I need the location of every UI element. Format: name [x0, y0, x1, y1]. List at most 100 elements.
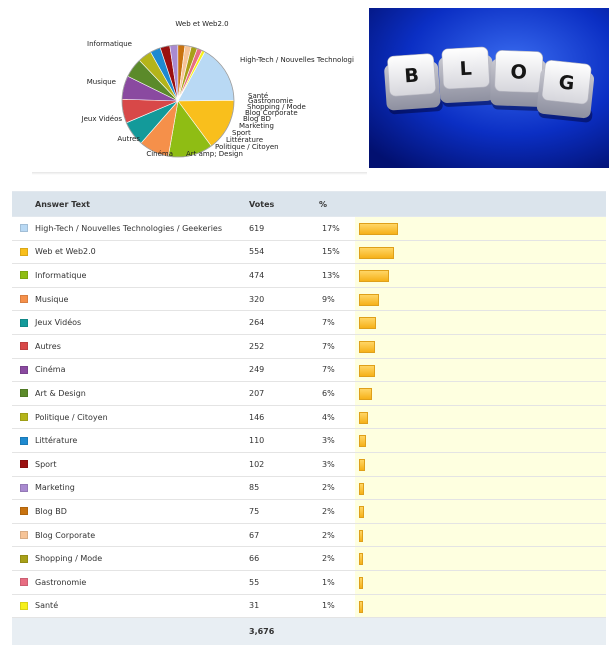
swatch-cell: [12, 381, 35, 406]
bar-cell: [355, 240, 606, 265]
color-swatch: [19, 601, 28, 610]
vote-count: 55: [247, 570, 294, 595]
vote-count: 554: [247, 240, 294, 265]
key-letter: B: [404, 64, 420, 87]
vote-percent: 3%: [294, 452, 355, 477]
swatch-cell: [12, 594, 35, 619]
vote-percent: 2%: [294, 523, 355, 548]
vote-bar: [359, 482, 364, 495]
pie-label: Musique: [87, 78, 116, 86]
color-swatch: [19, 507, 28, 516]
vote-count: 264: [247, 310, 294, 335]
key-g: G: [536, 60, 595, 123]
vote-bar: [359, 388, 372, 401]
key-letter: O: [510, 60, 527, 84]
table-row: Web et Web2.0 554 15%: [12, 240, 606, 265]
answer-text: Blog Corporate: [35, 523, 247, 548]
vote-percent: 2%: [294, 499, 355, 524]
vote-percent: 2%: [294, 476, 355, 501]
results-table: Answer Text Votes % High-Tech / Nouvelle…: [12, 191, 606, 645]
pie-labels: High-Tech / Nouvelles Technologi Web et W…: [81, 20, 354, 158]
table-row: Shopping / Mode 66 2%: [12, 546, 606, 571]
vote-bar: [359, 576, 363, 589]
answer-text: Marketing: [35, 476, 247, 501]
vote-bar: [359, 246, 394, 259]
bar-cell: [355, 405, 606, 430]
pie-label: Littérature: [226, 136, 263, 144]
color-swatch: [19, 460, 28, 469]
vote-count: 249: [247, 358, 294, 383]
bar-cell: [355, 263, 606, 288]
header-answer-text: Answer Text: [35, 191, 247, 217]
key-b: B: [384, 53, 443, 115]
table-row: Blog BD 75 2%: [12, 499, 606, 524]
vote-count: 66: [247, 546, 294, 571]
vote-count: 67: [247, 523, 294, 548]
vote-percent: 3%: [294, 428, 355, 453]
bar-cell: [355, 287, 606, 312]
pie-divider: [32, 172, 367, 175]
answer-text: Sport: [35, 452, 247, 477]
color-swatch: [19, 413, 28, 422]
key-top: [441, 46, 490, 90]
bar-cell: [355, 216, 606, 241]
answer-text: Musique: [35, 287, 247, 312]
header-votes: Votes: [247, 191, 294, 217]
table-row: Marketing 85 2%: [12, 476, 606, 501]
vote-count: 110: [247, 428, 294, 453]
bar-cell: [355, 594, 606, 619]
answer-text: Web et Web2.0: [35, 240, 247, 265]
answer-text: Jeux Vidéos: [35, 310, 247, 335]
vote-percent: 17%: [294, 216, 355, 241]
swatch-cell: [12, 287, 35, 312]
bar-cell: [355, 310, 606, 335]
pie-label: Marketing: [239, 122, 274, 130]
table-row: Blog Corporate 67 2%: [12, 523, 606, 548]
vote-percent: 6%: [294, 381, 355, 406]
vote-bar: [359, 506, 364, 519]
vote-percent: 15%: [294, 240, 355, 265]
color-swatch: [19, 224, 28, 233]
table-row: Littérature 110 3%: [12, 428, 606, 453]
table-row: Art & Design 207 6%: [12, 381, 606, 406]
swatch-cell: [12, 499, 35, 524]
vote-percent: 1%: [294, 570, 355, 595]
vote-percent: 2%: [294, 546, 355, 571]
bar-cell: [355, 523, 606, 548]
key-o: O: [490, 50, 548, 112]
bar-cell: [355, 476, 606, 501]
pie-chart: High-Tech / Nouvelles Technologi Web et W…: [12, 4, 367, 175]
bar-cell: [355, 381, 606, 406]
bar-cell: [355, 570, 606, 595]
total-percent-cell: [294, 617, 355, 645]
total-label-cell: [35, 617, 247, 645]
key-letter: G: [558, 71, 576, 95]
pie-label: Blog Corporate: [245, 109, 298, 117]
pie-label: Politique / Citoyen: [215, 143, 279, 151]
table-row: Politique / Citoyen 146 4%: [12, 405, 606, 430]
vote-percent: 7%: [294, 358, 355, 383]
key-l: L: [438, 46, 497, 107]
swatch-cell: [12, 570, 35, 595]
swatch-cell: [12, 334, 35, 359]
color-swatch: [19, 554, 28, 563]
vote-bar: [359, 411, 368, 424]
answer-text: High-Tech / Nouvelles Technologies / Gee…: [35, 216, 247, 241]
table-row: Musique 320 9%: [12, 287, 606, 312]
answer-text: Blog BD: [35, 499, 247, 524]
answer-text: Littérature: [35, 428, 247, 453]
swatch-cell: [12, 523, 35, 548]
bar-cell: [355, 334, 606, 359]
table-header-row: Answer Text Votes %: [12, 191, 606, 217]
vote-bar: [359, 223, 398, 235]
table-row: Autres 252 7%: [12, 334, 606, 359]
color-swatch: [19, 295, 28, 304]
total-bar-cell: [355, 617, 606, 645]
answer-text: Shopping / Mode: [35, 546, 247, 571]
swatch-cell: [12, 216, 35, 241]
pie-label: Blog BD: [243, 115, 271, 123]
vote-bar: [359, 340, 375, 353]
vote-bar: [359, 435, 366, 448]
pie-label: Art amp; Design: [186, 150, 243, 158]
